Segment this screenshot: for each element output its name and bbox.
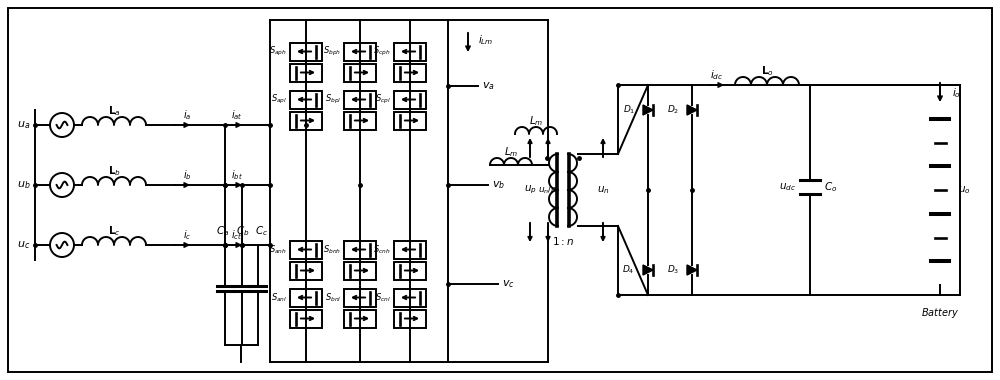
Text: $S_{anh}$: $S_{anh}$ [269,243,287,256]
Text: $S_{cnl}$: $S_{cnl}$ [375,291,391,304]
Text: $S_{bnh}$: $S_{bnh}$ [323,243,341,256]
Bar [344,241,376,258]
Bar [290,63,322,81]
Bar [290,43,322,60]
Text: $i_c$: $i_c$ [183,228,191,242]
Text: $u_p$: $u_p$ [524,184,536,196]
Bar [394,241,426,258]
Text: $u_c$: $u_c$ [17,239,30,251]
Text: $v_a$: $v_a$ [482,80,495,92]
Bar [344,63,376,81]
Text: $u_a$: $u_a$ [17,119,30,131]
Bar [394,90,426,109]
Bar [290,261,322,280]
Text: $i_b$: $i_b$ [183,168,191,182]
Text: $S_{bpl}$: $S_{bpl}$ [325,93,341,106]
Text: $i_o$: $i_o$ [952,86,961,100]
Bar [344,309,376,328]
Text: $u_n/n$: $u_n/n$ [538,184,558,196]
Bar [344,90,376,109]
Text: $i_{Lm}$: $i_{Lm}$ [478,33,493,47]
Text: $\mathbf{L}_o$: $\mathbf{L}_o$ [761,64,773,78]
Text: $Battery$: $Battery$ [921,306,959,320]
Text: $C_a$: $C_a$ [216,224,230,238]
Text: $i_{bt}$: $i_{bt}$ [231,168,243,182]
Bar [290,111,322,130]
Bar [344,261,376,280]
Text: $S_{apl}$: $S_{apl}$ [271,93,287,106]
Text: $D_2$: $D_2$ [667,104,679,116]
Text: $D_1$: $D_1$ [623,104,635,116]
Text: $S_{bph}$: $S_{bph}$ [323,45,341,58]
Bar [394,63,426,81]
Text: $i_{at}$: $i_{at}$ [231,108,243,122]
Text: $L_m$: $L_m$ [504,145,518,159]
Text: $C_b$: $C_b$ [236,224,250,238]
Text: $S_{anl}$: $S_{anl}$ [271,291,287,304]
Polygon shape [687,265,697,275]
Polygon shape [643,105,653,115]
Bar [344,288,376,307]
Bar [344,111,376,130]
Text: $i_{dc}$: $i_{dc}$ [710,68,724,82]
Bar [290,241,322,258]
Bar [394,261,426,280]
Polygon shape [643,265,653,275]
Text: $i_{ct}$: $i_{ct}$ [231,228,243,242]
Bar [290,90,322,109]
Text: $S_{cnh}$: $S_{cnh}$ [373,243,391,256]
Text: $u_o$: $u_o$ [958,184,971,196]
Text: $v_b$: $v_b$ [492,179,505,191]
Text: $u_b$: $u_b$ [17,179,31,191]
Bar [290,309,322,328]
Bar [394,288,426,307]
Text: $C_c$: $C_c$ [255,224,269,238]
Text: $S_{cph}$: $S_{cph}$ [373,45,391,58]
Bar [394,309,426,328]
Text: $i_a$: $i_a$ [183,108,191,122]
Bar [394,111,426,130]
Text: $S_{cpl}$: $S_{cpl}$ [375,93,391,106]
Text: $1: n$: $1: n$ [552,235,574,247]
Polygon shape [687,105,697,115]
Text: $v_c$: $v_c$ [502,278,515,290]
Text: $C_o$: $C_o$ [824,180,837,194]
Text: $S_{bnl}$: $S_{bnl}$ [325,291,341,304]
Text: $L_m$: $L_m$ [529,114,543,128]
Text: $S_{aph}$: $S_{aph}$ [269,45,287,58]
Text: $D_3$: $D_3$ [667,264,679,276]
Text: $u_{dc}$: $u_{dc}$ [779,181,796,193]
Text: $D_4$: $D_4$ [622,264,635,276]
Text: $\mathbf{L}_b$: $\mathbf{L}_b$ [108,164,120,178]
Bar [290,288,322,307]
Text: $\mathbf{L}_a$: $\mathbf{L}_a$ [108,104,120,118]
Text: $u_n$: $u_n$ [597,184,609,196]
Text: $\mathbf{L}_c$: $\mathbf{L}_c$ [108,224,120,238]
Bar [344,43,376,60]
Bar [394,43,426,60]
